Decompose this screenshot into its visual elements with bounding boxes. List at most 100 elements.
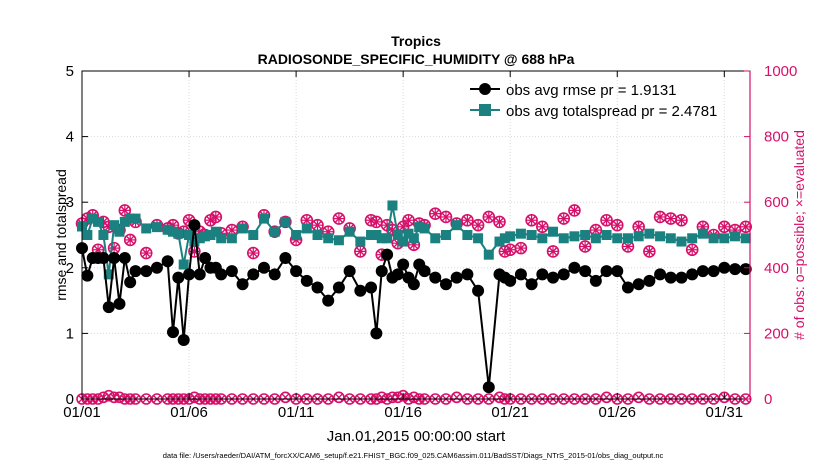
obs-possible-point — [546, 245, 560, 258]
spread-point — [98, 230, 109, 240]
spread-point — [301, 223, 312, 234]
rmse-point — [739, 263, 752, 276]
rmse-point — [654, 268, 667, 281]
spread-point — [109, 220, 120, 231]
spread-point — [580, 230, 591, 240]
spread-point — [93, 216, 104, 227]
spread-point — [633, 231, 644, 242]
spread-point — [408, 233, 419, 244]
obs-possible-point — [685, 243, 699, 257]
spread-point — [162, 224, 173, 235]
obs-possible-point — [578, 240, 592, 253]
spread-point — [291, 230, 302, 240]
obs-zero-point — [452, 393, 461, 402]
obs-possible-point — [493, 215, 506, 229]
rmse-point — [193, 268, 206, 281]
rmse-point — [707, 265, 720, 278]
spread-point — [344, 226, 355, 237]
spread-point — [708, 233, 719, 244]
obs-zero-point — [600, 391, 613, 404]
spread-point — [451, 220, 462, 231]
rmse-point — [579, 265, 592, 278]
y-left-tick-label: 3 — [66, 194, 74, 211]
rmse-point — [397, 258, 410, 271]
spread-point — [173, 228, 184, 239]
obs-possible-point — [643, 245, 656, 258]
y-left-tick-label: 5 — [66, 63, 74, 80]
spread-point — [473, 233, 484, 244]
rmse-point — [129, 265, 142, 278]
obs-possible-point — [525, 213, 538, 227]
spread-point — [526, 230, 537, 240]
spread-point — [312, 230, 323, 240]
y-left-tick-label: 4 — [66, 129, 74, 146]
rmse-point — [611, 265, 624, 278]
spread-point — [644, 228, 655, 239]
obs-possible-point — [514, 241, 528, 255]
x-axis-label: Jan.01,2015 00:00:00 start — [327, 428, 506, 445]
spread-point — [440, 230, 451, 240]
y-right-tick-label: 400 — [764, 260, 789, 277]
rmse-point — [150, 261, 163, 274]
obs-possible-point — [600, 213, 613, 227]
rmse-point — [332, 281, 345, 294]
spread-point — [676, 236, 687, 247]
spread-point — [719, 233, 730, 244]
spread-point — [387, 200, 398, 211]
spread-point — [740, 233, 751, 244]
rmse-point — [300, 274, 313, 287]
x-axis: 01/01 01/06 01/11 01/16 01/21 01/26 01/31 — [63, 71, 743, 421]
obs-zero-point — [102, 389, 115, 402]
rmse-point — [504, 274, 517, 287]
obs-possible-point — [246, 246, 260, 260]
spread-point — [269, 226, 280, 237]
rmse-point — [729, 263, 742, 276]
y-axis-left: 0 1 2 3 4 5 — [66, 63, 88, 408]
spread-point — [205, 230, 216, 240]
obs-possible-point — [139, 246, 153, 260]
data-file-footer: data file: /Users/raeder/DAI/ATM_forcXX/… — [163, 451, 664, 460]
spread-point — [280, 216, 291, 227]
chart-title: Tropics — [391, 33, 441, 49]
spread-point — [730, 231, 741, 242]
obs-zero-point — [334, 393, 343, 402]
rmse-point — [140, 265, 153, 278]
spread-point — [548, 226, 559, 237]
rmse-point — [97, 251, 110, 264]
spread-point — [515, 228, 526, 239]
spread-point — [371, 230, 382, 240]
obs-possible-point — [118, 204, 132, 217]
legend-spread-label: obs avg totalspread pr = 2.4781 — [506, 103, 717, 120]
rmse-point — [236, 278, 249, 291]
obs-possible-point — [123, 233, 137, 247]
spread-point — [590, 233, 601, 244]
y-right-tick-label: 200 — [764, 325, 789, 342]
y-right-tick-label: 600 — [764, 194, 789, 211]
spread-point — [151, 222, 162, 233]
chart-subtitle: RADIOSONDE_SPECIFIC_HUMIDITY @ 688 hPa — [258, 51, 575, 67]
y-right-tick-label: 0 — [764, 391, 772, 408]
spread-point — [499, 233, 510, 244]
rmse-point — [568, 261, 581, 274]
spread-point — [200, 231, 211, 242]
x-tick-label: 01/01 — [63, 404, 101, 421]
y-right-tick-label: 1000 — [764, 63, 797, 80]
rmse-point — [525, 278, 538, 291]
x-tick-label: 01/16 — [384, 404, 422, 421]
obs-possible-point — [279, 215, 292, 229]
spread-point — [558, 233, 569, 244]
rmse-point — [557, 268, 570, 281]
spread-point — [398, 236, 409, 247]
rmse-point — [696, 265, 709, 278]
legend-rmse-label: obs avg rmse pr = 1.9131 — [506, 82, 677, 99]
y-left-tick-label: 2 — [66, 260, 74, 277]
spread-point — [141, 223, 152, 234]
rmse-point — [375, 265, 388, 278]
rmse-point — [161, 255, 174, 268]
y-axis-right: 0 200 400 600 800 1000 — [744, 63, 797, 408]
rmse-point — [643, 274, 656, 287]
rmse-point — [257, 261, 270, 274]
spread-point — [216, 233, 227, 244]
rmse-point — [482, 381, 495, 394]
spread-point — [483, 249, 494, 260]
